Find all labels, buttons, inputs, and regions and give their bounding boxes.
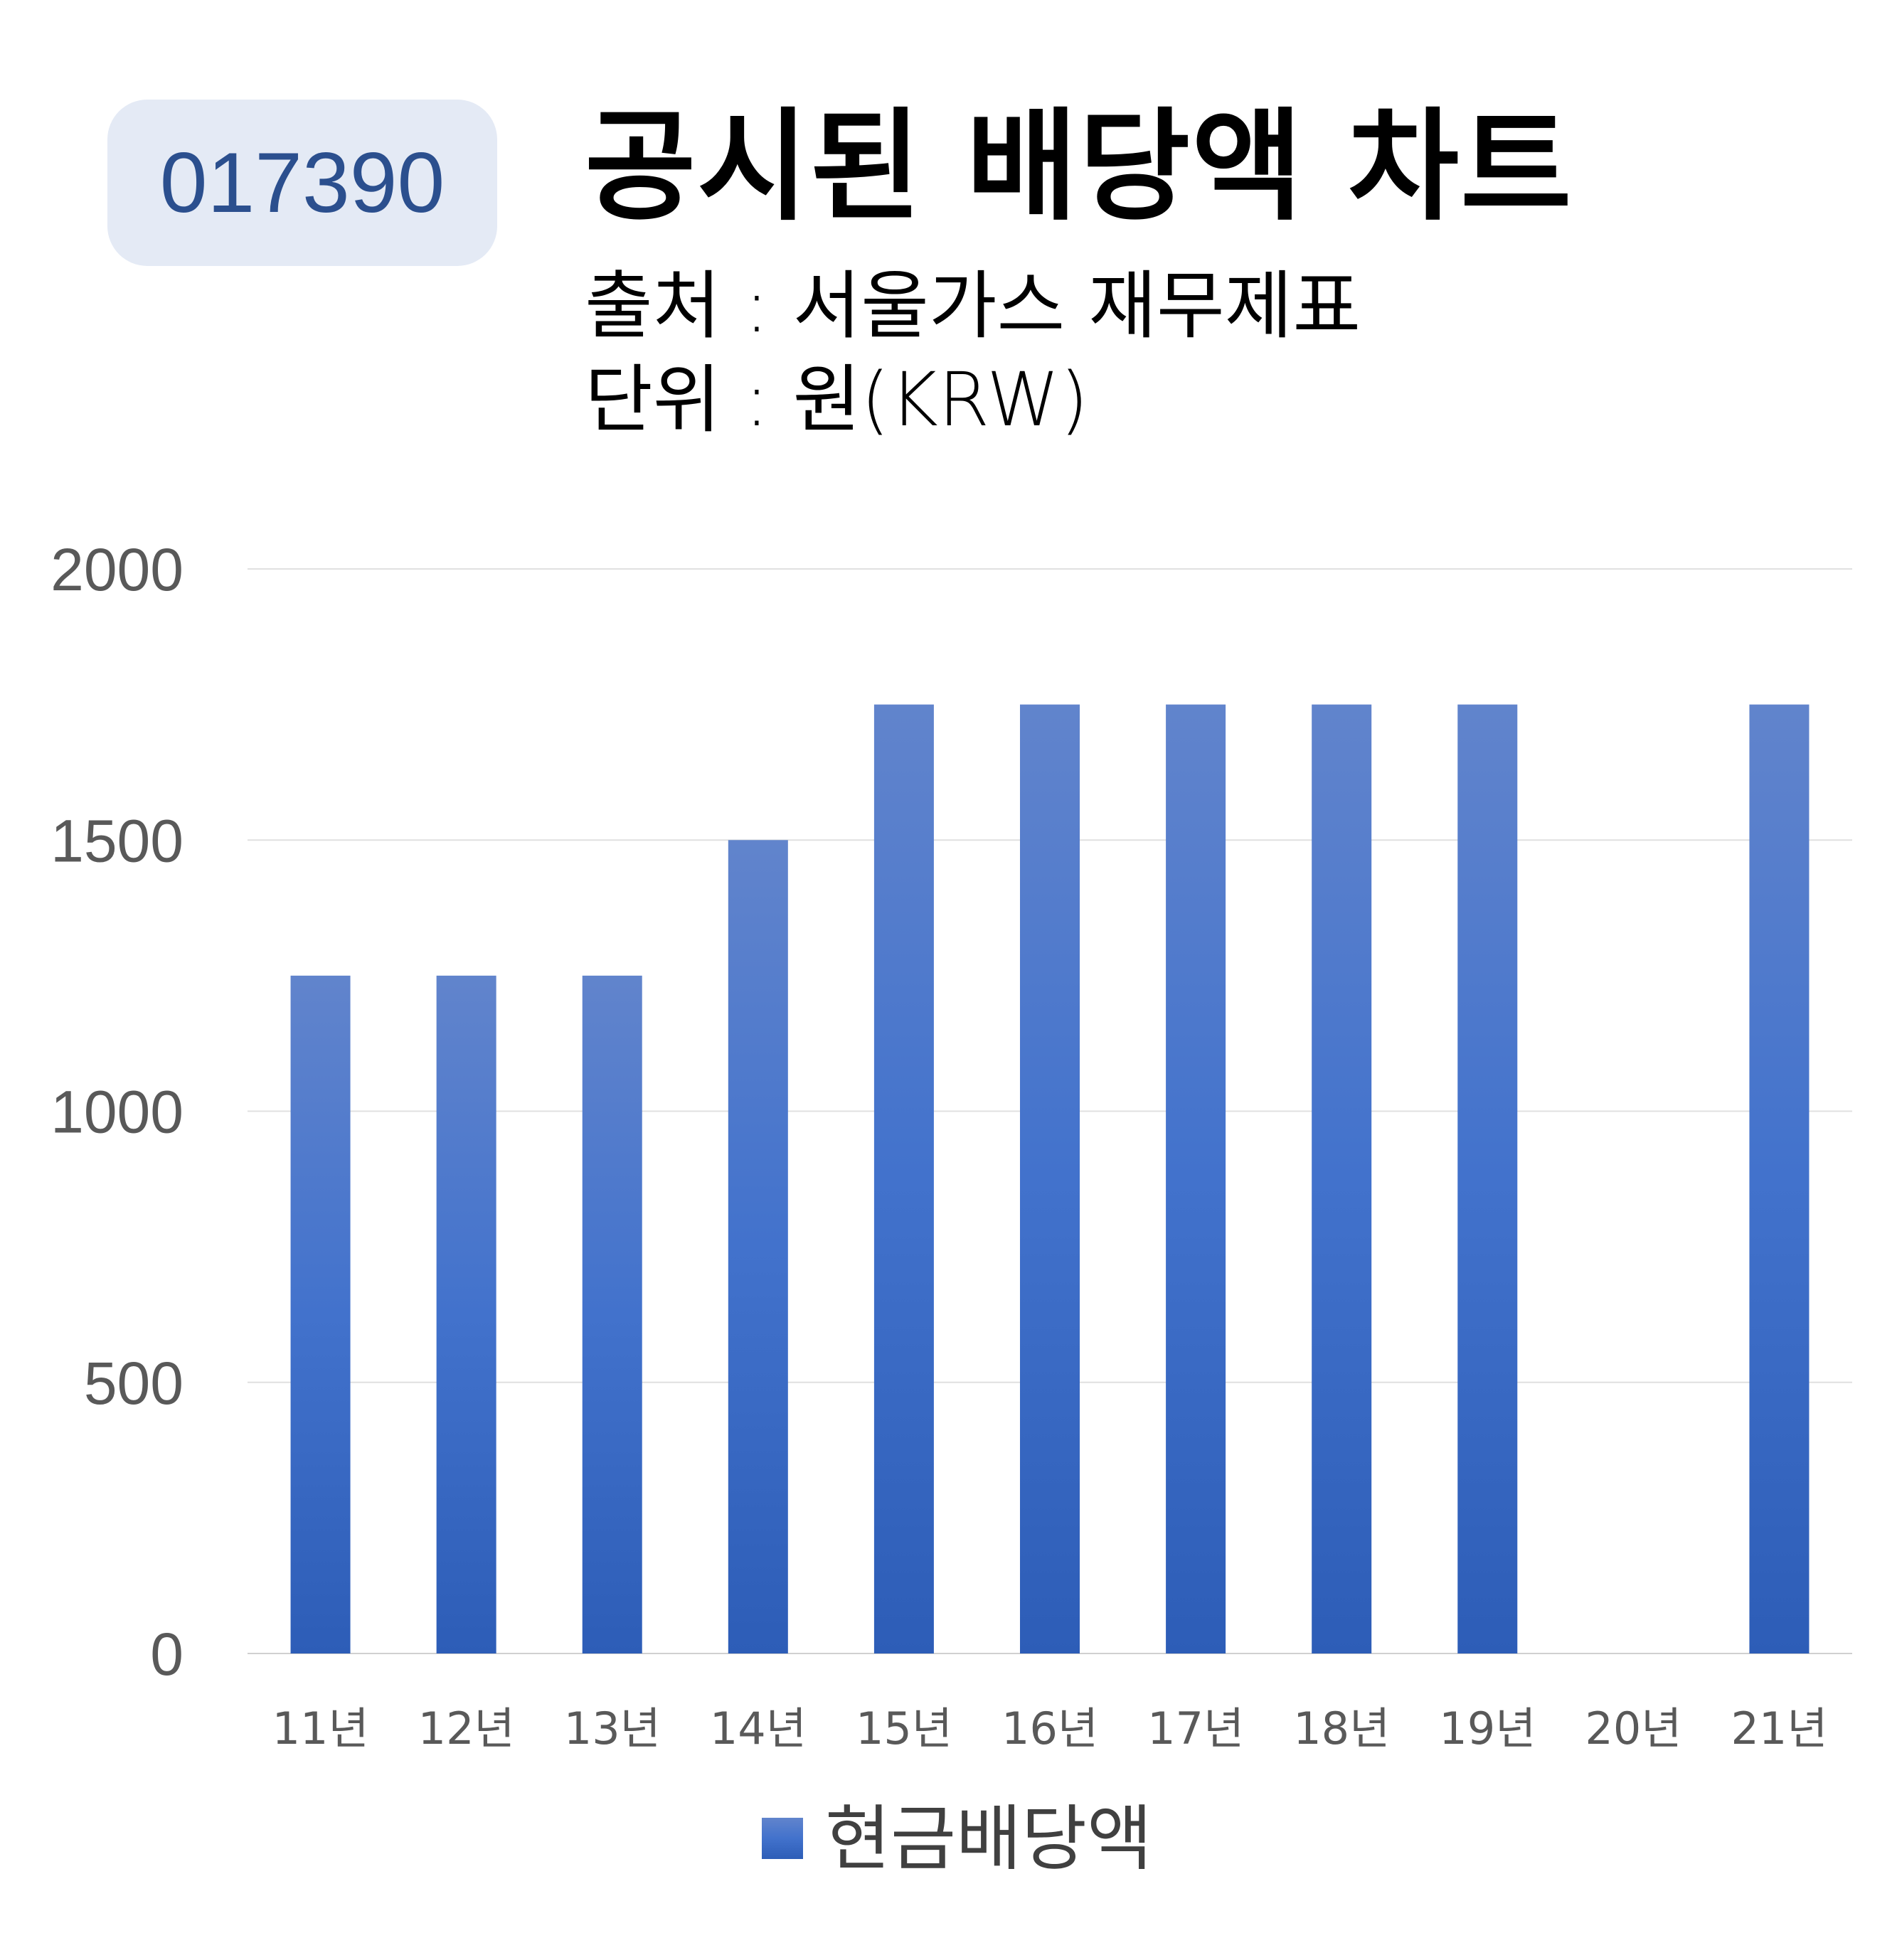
bar	[1166, 704, 1226, 1653]
source-subtitle: 출처 : 서울가스 재무제표	[585, 262, 1361, 349]
bar	[290, 975, 351, 1653]
x-tick-label: 16년	[1001, 1703, 1098, 1754]
bar	[1457, 704, 1518, 1653]
x-tick-label: 11년	[272, 1703, 369, 1754]
x-axis-ticks: 11년 12년 13년 14년 15년 16년 17년 18년 19년 20년 21년	[272, 1703, 1828, 1754]
legend-label: 현금배당액	[825, 1797, 1152, 1880]
legend-swatch	[762, 1818, 803, 1859]
bar	[1749, 704, 1810, 1653]
y-tick-label: 1500	[51, 807, 184, 874]
bar	[728, 840, 788, 1653]
x-tick-label: 20년	[1585, 1703, 1681, 1754]
x-tick-label: 19년	[1439, 1703, 1536, 1754]
y-tick-label: 2000	[51, 536, 184, 603]
x-tick-label: 15년	[856, 1703, 952, 1754]
y-tick-label: 500	[84, 1350, 184, 1417]
x-tick-label: 17년	[1147, 1703, 1244, 1754]
bar	[1312, 704, 1372, 1653]
x-tick-label: 12년	[418, 1703, 515, 1754]
ticker-code: 017390	[159, 135, 445, 230]
bar	[436, 975, 496, 1653]
x-tick-label: 18년	[1293, 1703, 1390, 1754]
y-axis-ticks: 0 500 1000 1500 2000	[51, 536, 184, 1688]
ticker-badge: 017390	[107, 100, 497, 266]
unit-subtitle: 단위 : 원(KRW)	[585, 356, 1089, 443]
bar	[582, 975, 642, 1653]
page-title: 공시된 배당액 차트	[585, 97, 1573, 238]
y-tick-label: 1000	[51, 1079, 184, 1146]
x-tick-label: 13년	[564, 1703, 661, 1754]
legend: 현금배당액	[762, 1797, 1152, 1880]
x-tick-label: 14년	[710, 1703, 807, 1754]
bar	[1020, 704, 1080, 1653]
bars	[290, 704, 1810, 1653]
bar	[873, 704, 934, 1653]
y-tick-label: 0	[150, 1621, 184, 1688]
x-tick-label: 21년	[1731, 1703, 1827, 1754]
